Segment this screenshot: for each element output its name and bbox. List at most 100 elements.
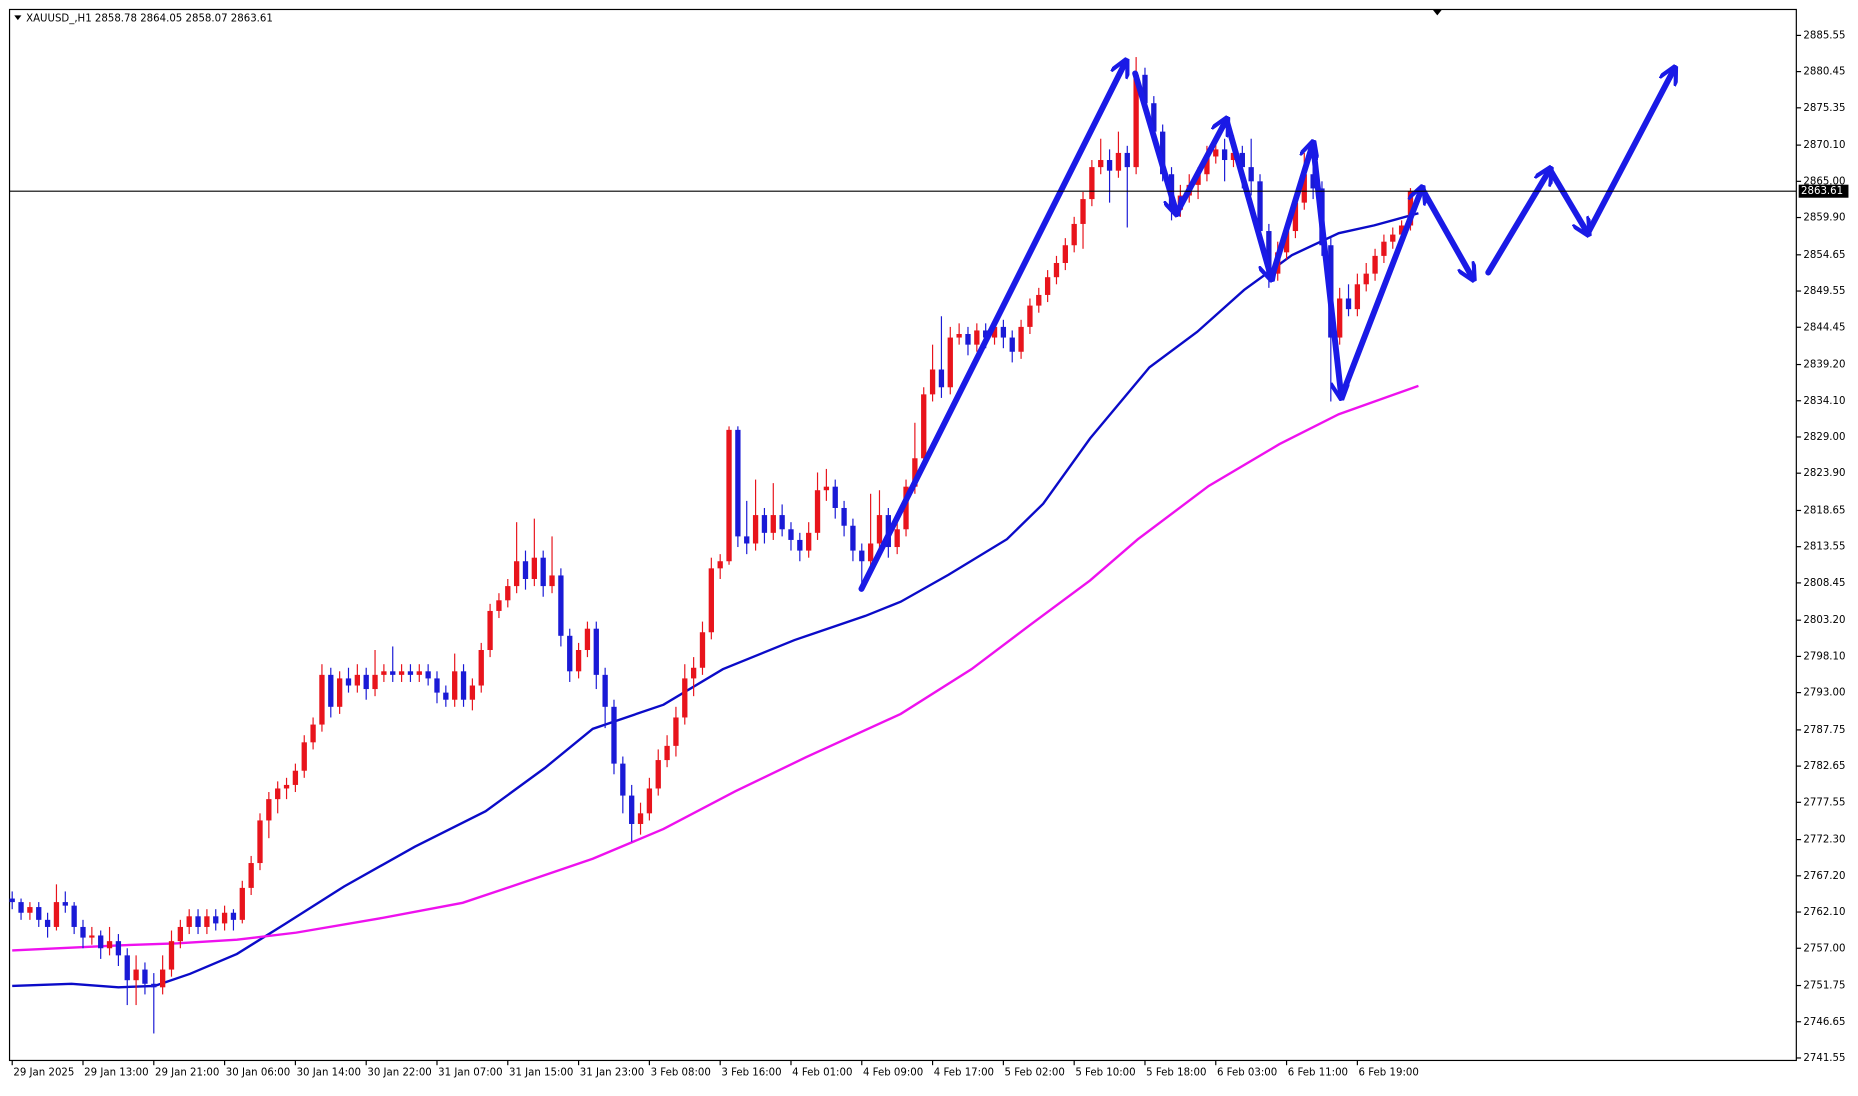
candle-body [71, 905, 77, 927]
y-tick-label: 2839.20 [1803, 360, 1845, 371]
y-tick-label: 2741.55 [1803, 1053, 1845, 1064]
candle-body [699, 632, 706, 668]
x-tick-label: 6 Feb 11:00 [1288, 1067, 1348, 1078]
candle-body [531, 557, 537, 579]
candle-body [239, 887, 245, 920]
candle-body [1098, 160, 1104, 168]
candle-body [1230, 152, 1237, 161]
candle-body [416, 671, 422, 675]
x-tick-label: 5 Feb 02:00 [1005, 1067, 1065, 1078]
candle-body [354, 674, 360, 686]
candle-body [1142, 74, 1148, 104]
candle-body [788, 529, 794, 540]
candle-body [319, 674, 325, 725]
candle-body [761, 515, 768, 533]
y-tick-label: 2767.20 [1803, 871, 1845, 882]
candle-body [124, 955, 130, 981]
candle-body [363, 674, 369, 690]
candle-body [9, 898, 15, 903]
candle-body [540, 557, 546, 587]
candle-body [726, 429, 732, 562]
candle-body [823, 486, 830, 491]
candle-body [204, 916, 210, 927]
candle-body [142, 969, 148, 984]
x-tick-label: 6 Feb 19:00 [1359, 1067, 1419, 1078]
y-tick-label: 2829.00 [1803, 432, 1845, 443]
candle-body [876, 515, 883, 544]
candle-body [1257, 181, 1263, 232]
candle-body [1301, 174, 1307, 203]
candle-body [664, 745, 670, 761]
candle-body [292, 770, 299, 785]
candle-body [513, 561, 520, 587]
current-price-label: 2863.61 [1801, 186, 1843, 197]
chart-title: XAUUSD_,H1 2858.78 2864.05 2858.07 2863.… [26, 13, 273, 24]
candle-body [151, 983, 157, 988]
candle-body [947, 337, 953, 388]
candle-body [779, 515, 785, 530]
menu-marker [14, 15, 22, 21]
candle-body [452, 671, 458, 700]
y-tick-label: 2849.55 [1803, 286, 1845, 297]
candle-body [637, 813, 644, 824]
candle-body [1337, 298, 1343, 338]
candle-body [558, 575, 564, 636]
arrow [1546, 166, 1588, 233]
candle-body [735, 429, 741, 537]
x-tick-label: 6 Feb 03:00 [1217, 1067, 1277, 1078]
x-tick-label: 29 Jan 2025 [13, 1067, 74, 1078]
candle-body [1239, 152, 1245, 168]
arrow [1173, 120, 1227, 217]
candle-body [1195, 174, 1201, 185]
arrow [1223, 116, 1271, 279]
x-tick-label: 29 Jan 21:00 [155, 1067, 219, 1078]
candle-body [974, 330, 980, 345]
y-tick-label: 2818.65 [1803, 505, 1845, 516]
candle-body [1363, 273, 1369, 285]
arrow [858, 62, 1125, 592]
candle-body [390, 671, 396, 675]
candle-body [894, 529, 900, 548]
candle-body [806, 532, 812, 551]
candle-body [602, 674, 608, 707]
candle-body [850, 525, 856, 551]
y-tick-label: 2762.10 [1803, 907, 1845, 918]
y-tick-label: 2854.65 [1803, 250, 1845, 261]
candle-body [770, 515, 776, 533]
candle-body [1044, 277, 1051, 295]
candle-body [133, 969, 139, 981]
candle-body [593, 628, 599, 675]
candle-body [1080, 199, 1086, 224]
candle-body [310, 724, 316, 743]
candle-body [168, 941, 175, 970]
candle-body [744, 536, 750, 544]
candle-body [177, 926, 184, 942]
candle-body [1000, 326, 1007, 338]
x-tick-label: 30 Jan 06:00 [226, 1067, 290, 1078]
y-tick-label: 2823.90 [1803, 468, 1845, 479]
x-tick-label: 4 Feb 01:00 [792, 1067, 852, 1078]
candle-body [18, 902, 24, 913]
candle-body [159, 969, 166, 988]
candle-body [717, 561, 723, 569]
candle-body [275, 788, 281, 800]
candle-body [106, 941, 113, 949]
candle-body [1204, 156, 1210, 175]
candle-body [257, 820, 263, 864]
candle-body [487, 610, 493, 651]
candle-body [584, 628, 591, 651]
candle-body [89, 935, 95, 938]
x-tick-label: 31 Jan 15:00 [509, 1067, 573, 1078]
candle-body [983, 330, 989, 338]
candle-body [98, 935, 104, 949]
y-tick-label: 2798.10 [1803, 651, 1845, 662]
candle-body [425, 671, 431, 679]
candle-body [912, 458, 918, 487]
y-tick-label: 2751.75 [1803, 981, 1845, 992]
candle-body [549, 575, 555, 587]
y-tick-label: 2870.10 [1803, 140, 1845, 151]
candle-body [469, 685, 476, 700]
x-tick-label: 29 Jan 13:00 [84, 1067, 148, 1078]
candle-body [443, 692, 449, 700]
y-tick-label: 2777.55 [1803, 797, 1845, 808]
